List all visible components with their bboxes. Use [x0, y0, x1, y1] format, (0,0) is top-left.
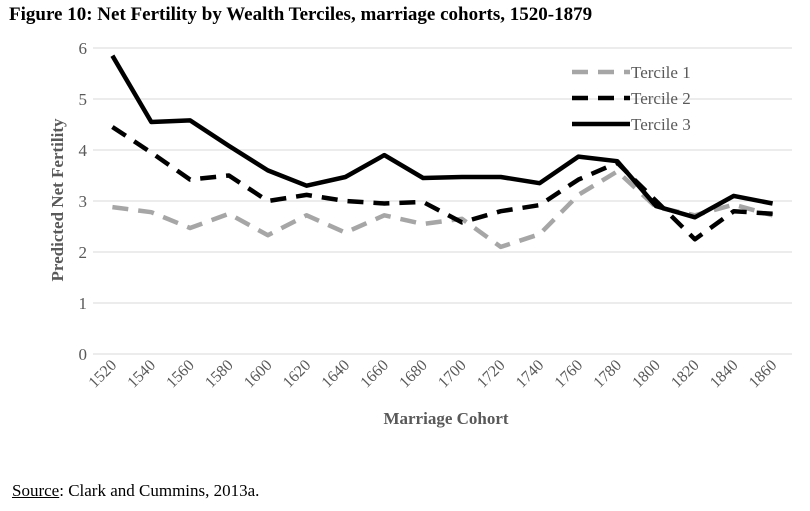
legend-label: Tercile 1 — [631, 63, 691, 82]
y-tick-label: 4 — [79, 141, 88, 160]
figure-title: Figure 10: Net Fertility by Wealth Terci… — [9, 4, 593, 25]
net-fertility-line-chart: 0 1 2 3 4 5 6 1520 1540 1560 1580 1600 1620 1640 1660… — [48, 39, 792, 428]
x-tick-label: 1560 — [163, 357, 198, 392]
x-tick-label: 1740 — [513, 357, 548, 392]
x-tick-label: 1760 — [552, 357, 587, 392]
y-tick-label: 5 — [79, 90, 88, 109]
legend-label: Tercile 3 — [631, 115, 691, 134]
x-tick-label: 1820 — [668, 357, 703, 392]
y-tick-labels: 0 1 2 3 4 5 6 — [79, 39, 88, 364]
x-tick-label: 1780 — [590, 357, 625, 392]
x-tick-label: 1580 — [202, 357, 237, 392]
y-tick-label: 3 — [79, 192, 88, 211]
y-tick-label: 2 — [79, 243, 88, 262]
source-note: Source: Clark and Cummins, 2013a. — [12, 481, 259, 501]
series-line-tercile-1 — [112, 169, 774, 250]
x-tick-label: 1680 — [396, 357, 431, 392]
legend: Tercile 1 Tercile 2 Tercile 3 — [572, 63, 691, 134]
x-axis-label: Marriage Cohort — [383, 409, 508, 428]
y-tick-label: 6 — [79, 39, 88, 58]
y-tick-label: 0 — [79, 345, 88, 364]
x-tick-label: 1540 — [124, 357, 159, 392]
source-text: : Clark and Cummins, 2013a. — [59, 481, 260, 500]
source-label: Source — [12, 481, 60, 500]
x-tick-label: 1720 — [474, 357, 509, 392]
x-tick-label: 1640 — [319, 357, 354, 392]
x-tick-label: 1840 — [707, 357, 742, 392]
x-tick-label: 1660 — [357, 357, 392, 392]
x-tick-label: 1860 — [746, 357, 781, 392]
x-tick-label: 1620 — [280, 357, 315, 392]
x-tick-label: 1700 — [435, 357, 470, 392]
series-line-tercile-3 — [110, 54, 774, 220]
series-lines — [110, 54, 774, 250]
x-tick-label: 1800 — [629, 357, 664, 392]
y-axis-label: Predicted Net Fertility — [48, 118, 67, 282]
y-tick-label: 1 — [79, 294, 88, 313]
x-tick-labels: 1520 1540 1560 1580 1600 1620 1640 1660 1680 1700… — [86, 357, 781, 392]
gridlines — [93, 47, 792, 355]
x-tick-label: 1520 — [86, 357, 121, 392]
series-line-tercile-2 — [111, 125, 773, 242]
x-tick-label: 1600 — [241, 357, 276, 392]
legend-label: Tercile 2 — [631, 89, 691, 108]
